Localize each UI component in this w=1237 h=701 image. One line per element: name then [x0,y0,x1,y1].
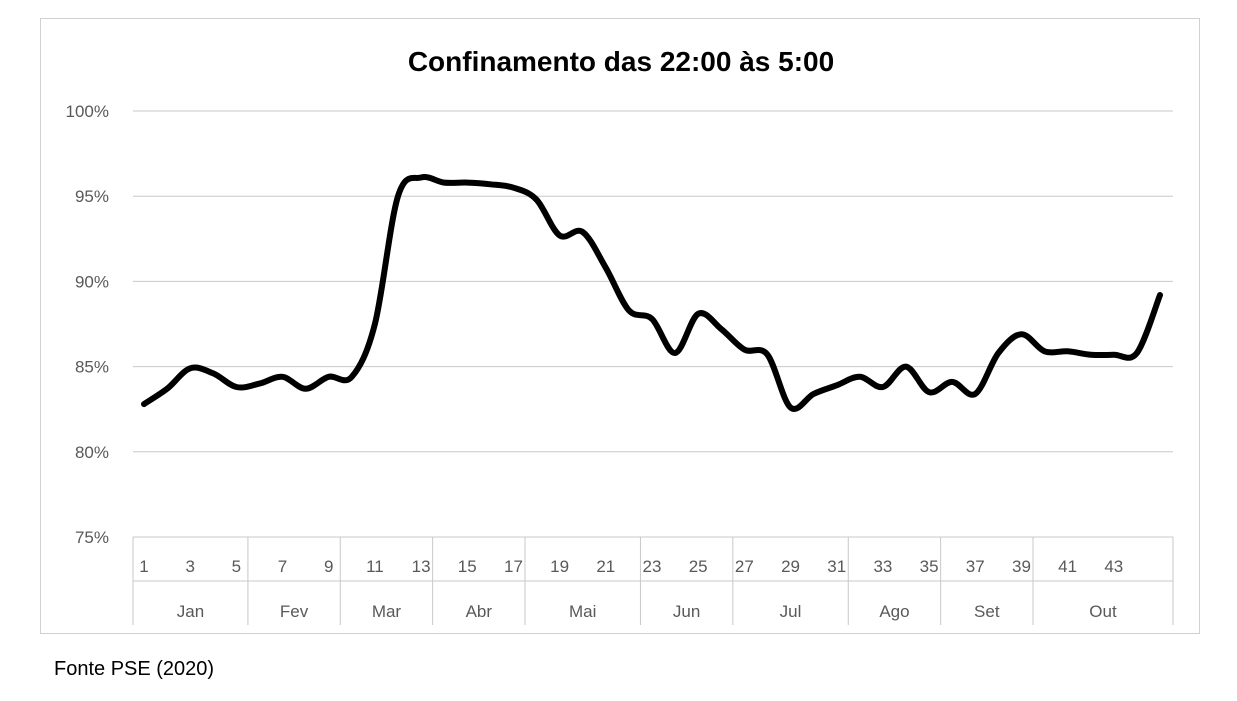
x-tick-label: 3 [185,557,194,576]
y-tick-label: 100% [66,102,109,121]
x-tick-label: 39 [1012,557,1031,576]
x-tick-label: 7 [278,557,287,576]
x-tick-label: 31 [827,557,846,576]
x-tick-label: 13 [412,557,431,576]
chart-title: Confinamento das 22:00 às 5:00 [408,46,834,77]
x-tick-label: 21 [596,557,615,576]
x-tick-label: 9 [324,557,333,576]
y-axis-labels: 100% 95% 90% 85% 80% 75% [66,102,109,547]
x-tick-label: 17 [504,557,523,576]
series-line-group [141,174,1163,412]
y-tick-label: 90% [75,272,109,291]
line-chart: Confinamento das 22:00 às 5:00 100% 95% 90… [66,46,1174,625]
x-tick-label: 41 [1058,557,1077,576]
x-tick-label: 37 [966,557,985,576]
y-tick-label: 80% [75,443,109,462]
x-tick-label: 19 [550,557,569,576]
source-note: Fonte PSE (2020) [54,658,215,680]
month-label: Out [1089,602,1117,621]
x-tick-label: 43 [1104,557,1123,576]
month-label: Ago [879,602,909,621]
x-tick-label: 33 [873,557,892,576]
x-tick-label: 23 [643,557,662,576]
x-tick-label: 11 [366,557,384,576]
x-tick-label: 15 [458,557,477,576]
month-label: Set [974,602,1000,621]
x-tick-label: 29 [781,557,800,576]
y-tick-label: 95% [75,187,109,206]
month-label: Jun [673,602,700,621]
x-tick-label: 35 [920,557,939,576]
month-label: Abr [466,602,493,621]
month-label: Jan [177,602,204,621]
chart-frame: Confinamento das 22:00 às 5:00 100% 95% 90… [40,18,1200,634]
series-line [141,174,1163,412]
y-tick-label: 85% [75,358,109,377]
x-tick-label: 27 [735,557,754,576]
x-tick-label: 25 [689,557,708,576]
x-axis: 1 3 5 7 9 11 13 15 17 19 21 23 25 27 29 31 33 35 37 39 41 43J… [132,536,1174,625]
month-label: Jul [780,602,802,621]
month-label: Mar [372,602,402,621]
month-label: Mai [569,602,596,621]
y-tick-label: 75% [75,528,109,547]
x-tick-label: 5 [232,557,241,576]
gridlines [133,110,1173,453]
month-label: Fev [280,602,309,621]
x-tick-label: 1 [139,557,148,576]
